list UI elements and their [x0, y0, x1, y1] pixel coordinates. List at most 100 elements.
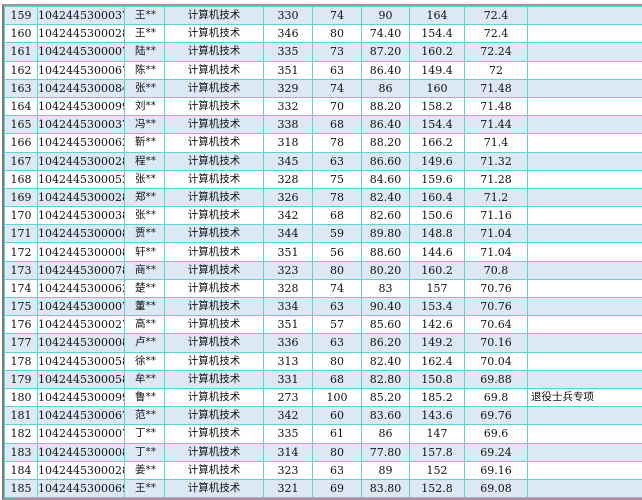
cell-exam-id: 104244530000852	[38, 334, 125, 352]
cell-note	[528, 116, 642, 134]
cell-major: 计算机技术	[165, 443, 264, 461]
cell-major: 计算机技术	[165, 316, 264, 334]
cell-name: 高**	[125, 316, 165, 334]
cell-major: 计算机技术	[165, 79, 264, 97]
cell-interview-score: 83.80	[362, 479, 410, 497]
table-row: 183104244530000876丁**计算机技术3148077.80157.…	[5, 443, 642, 461]
cell-major: 计算机技术	[165, 116, 264, 134]
cell-exam-id: 104244530009977	[38, 97, 125, 115]
cell-exam-id: 104244530003786	[38, 116, 125, 134]
cell-total-score: 70.04	[465, 352, 528, 370]
cell-score-2: 78	[313, 188, 362, 206]
cell-rank: 166	[5, 134, 38, 152]
cell-exam-id: 104244530005814	[38, 352, 125, 370]
cell-total-score: 71.28	[465, 170, 528, 188]
cell-name: 冯**	[125, 116, 165, 134]
cell-initial-score: 351	[264, 243, 313, 261]
cell-subtotal: 158.2	[410, 97, 465, 115]
table-row: 179104244530005805牟**计算机技术3316882.80150.…	[5, 370, 642, 388]
cell-score-2: 63	[313, 61, 362, 79]
cell-initial-score: 336	[264, 334, 313, 352]
cell-total-score: 71.4	[465, 134, 528, 152]
cell-major: 计算机技术	[165, 97, 264, 115]
cell-score-2: 74	[313, 7, 362, 25]
cell-subtotal: 157	[410, 279, 465, 297]
cell-name: 王**	[125, 7, 165, 25]
cell-note	[528, 152, 642, 170]
cell-interview-score: 82.40	[362, 188, 410, 206]
cell-subtotal: 152	[410, 461, 465, 479]
cell-initial-score: 334	[264, 298, 313, 316]
cell-major: 计算机技术	[165, 243, 264, 261]
table-row: 178104244530005814徐**计算机技术3138082.40162.…	[5, 352, 642, 370]
table-row: 175104244530000769董**计算机技术3346390.40153.…	[5, 298, 642, 316]
cell-rank: 159	[5, 7, 38, 25]
cell-rank: 175	[5, 298, 38, 316]
cell-name: 张**	[125, 170, 165, 188]
cell-major: 计算机技术	[165, 152, 264, 170]
cell-major: 计算机技术	[165, 61, 264, 79]
cell-interview-score: 80.20	[362, 261, 410, 279]
cell-subtotal: 166.2	[410, 134, 465, 152]
cell-major: 计算机技术	[165, 207, 264, 225]
cell-note	[528, 298, 642, 316]
table-row: 185104244530006958王**计算机技术3216983.80152.…	[5, 479, 642, 497]
cell-interview-score: 86.60	[362, 152, 410, 170]
cell-note	[528, 261, 642, 279]
cell-rank: 181	[5, 407, 38, 425]
cell-total-score: 69.88	[465, 370, 528, 388]
cell-initial-score: 318	[264, 134, 313, 152]
cell-total-score: 70.64	[465, 316, 528, 334]
cell-subtotal: 149.4	[410, 61, 465, 79]
cell-score-2: 100	[313, 388, 362, 406]
cell-total-score: 70.76	[465, 279, 528, 297]
cell-note	[528, 25, 642, 43]
cell-score-2: 61	[313, 425, 362, 443]
cell-rank: 169	[5, 188, 38, 206]
cell-subtotal: 153.4	[410, 298, 465, 316]
cell-score-2: 57	[313, 316, 362, 334]
cell-note	[528, 461, 642, 479]
cell-score-2: 56	[313, 243, 362, 261]
cell-total-score: 71.48	[465, 79, 528, 97]
cell-interview-score: 86	[362, 425, 410, 443]
cell-score-2: 59	[313, 225, 362, 243]
cell-total-score: 72.4	[465, 25, 528, 43]
cell-initial-score: 314	[264, 443, 313, 461]
cell-name: 牟**	[125, 370, 165, 388]
cell-total-score: 71.44	[465, 116, 528, 134]
cell-initial-score: 338	[264, 116, 313, 134]
cell-total-score: 71.16	[465, 207, 528, 225]
cell-rank: 161	[5, 43, 38, 61]
cell-major: 计算机技术	[165, 170, 264, 188]
table-row: 160104244530002820王**计算机技术3468074.40154.…	[5, 25, 642, 43]
cell-note	[528, 43, 642, 61]
cell-major: 计算机技术	[165, 25, 264, 43]
cell-major: 计算机技术	[165, 461, 264, 479]
cell-rank: 183	[5, 443, 38, 461]
score-table-container: 159104244530003777王**计算机技术330749016472.4…	[2, 4, 642, 500]
cell-subtotal: 150.6	[410, 207, 465, 225]
cell-total-score: 71.48	[465, 97, 528, 115]
cell-name: 贾**	[125, 225, 165, 243]
cell-score-2: 80	[313, 443, 362, 461]
cell-major: 计算机技术	[165, 388, 264, 406]
cell-rank: 179	[5, 370, 38, 388]
cell-total-score: 71.2	[465, 188, 528, 206]
table-row: 162104244530006715陈**计算机技术3516386.40149.…	[5, 61, 642, 79]
cell-initial-score: 321	[264, 479, 313, 497]
table-row: 163104244530008409张**计算机技术329748616071.4…	[5, 79, 642, 97]
cell-rank: 177	[5, 334, 38, 352]
cell-initial-score: 329	[264, 79, 313, 97]
cell-major: 计算机技术	[165, 334, 264, 352]
cell-exam-id: 104244530003777	[38, 7, 125, 25]
cell-initial-score: 351	[264, 61, 313, 79]
table-row: 161104244530000762陆**计算机技术3357387.20160.…	[5, 43, 642, 61]
cell-note	[528, 134, 642, 152]
cell-exam-id: 104244530005805	[38, 370, 125, 388]
cell-exam-id: 104244530002819	[38, 188, 125, 206]
cell-rank: 172	[5, 243, 38, 261]
cell-name: 程**	[125, 152, 165, 170]
cell-note	[528, 61, 642, 79]
cell-subtotal: 148.8	[410, 225, 465, 243]
